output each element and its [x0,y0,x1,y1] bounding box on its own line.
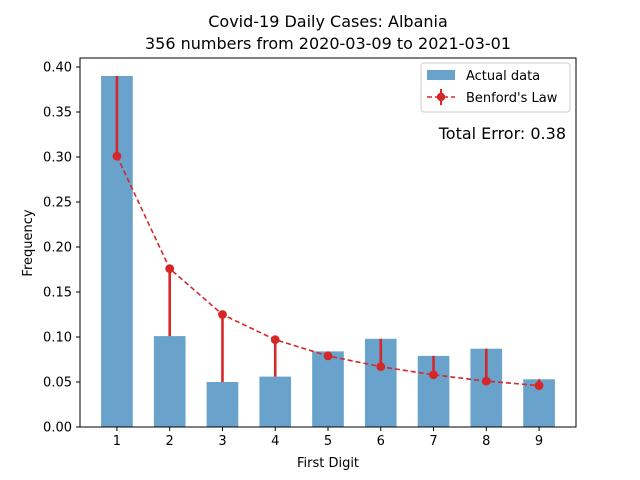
bars-group [101,76,555,427]
benford-point-digit-5 [323,351,333,361]
x-tick-label-7: 7 [429,434,437,449]
x-tick-label-9: 9 [535,434,543,449]
benford-point-digit-4 [270,335,280,345]
legend-frame [420,62,571,113]
axes-group: 1 2 3 4 5 6 7 8 9 0.00 0.05 0.10 0.15 0.20 0.25 0.30 0.3… [43,57,577,449]
x-tick-label-3: 3 [218,434,226,449]
benford-point-digit-1 [112,151,122,161]
y-tick-label-0.25: 0.25 [43,196,72,211]
benford-point-digit-7 [429,370,438,380]
y-tick-label-0.20: 0.20 [43,241,72,256]
bar-digit-4 [259,376,292,427]
y-tick-label-0.35: 0.35 [43,106,72,121]
legend: Actual data Benford's Law [420,62,571,113]
x-axis-label: First Digit [297,456,359,471]
x-tick-label-5: 5 [324,434,332,449]
error-bars-group [115,76,541,386]
bar-digit-3 [206,382,239,427]
bar-digit-2 [153,336,186,427]
benford-point-digit-6 [376,362,386,372]
benford-point-digit-9 [534,381,544,390]
benford-point-digit-8 [481,376,491,386]
y-tick-label-0.30: 0.30 [43,151,72,166]
benford-point-digit-2 [165,264,175,273]
legend-label-actual: Actual data [466,69,540,84]
y-tick-label-0.15: 0.15 [43,286,72,301]
y-axis-label: Frequency [21,209,36,276]
chart-subtitle: 356 numbers from 2020-03-09 to 2021-03-0… [145,34,511,53]
y-tick-label-0.40: 0.40 [43,61,72,76]
benford-line-group [112,151,544,390]
legend-swatch-actual [427,70,455,80]
chart-title: Covid-19 Daily Cases: Albania [208,12,448,31]
y-tick-label-0.00: 0.00 [43,421,72,436]
y-tick-label-0.10: 0.10 [43,331,72,346]
legend-label-benford: Benford's Law [466,91,558,106]
x-tick-label-1: 1 [113,434,121,449]
x-tick-label-8: 8 [482,434,490,449]
y-tick-label-0.05: 0.05 [43,376,72,391]
bar-digit-5 [312,351,344,427]
x-tick-label-6: 6 [377,434,385,449]
legend-swatch-benford-marker [436,92,446,102]
x-tick-label-4: 4 [271,434,279,449]
total-error-annotation: Total Error: 0.38 [438,124,566,143]
x-tick-label-2: 2 [166,434,174,449]
benford-point-digit-3 [218,310,227,319]
